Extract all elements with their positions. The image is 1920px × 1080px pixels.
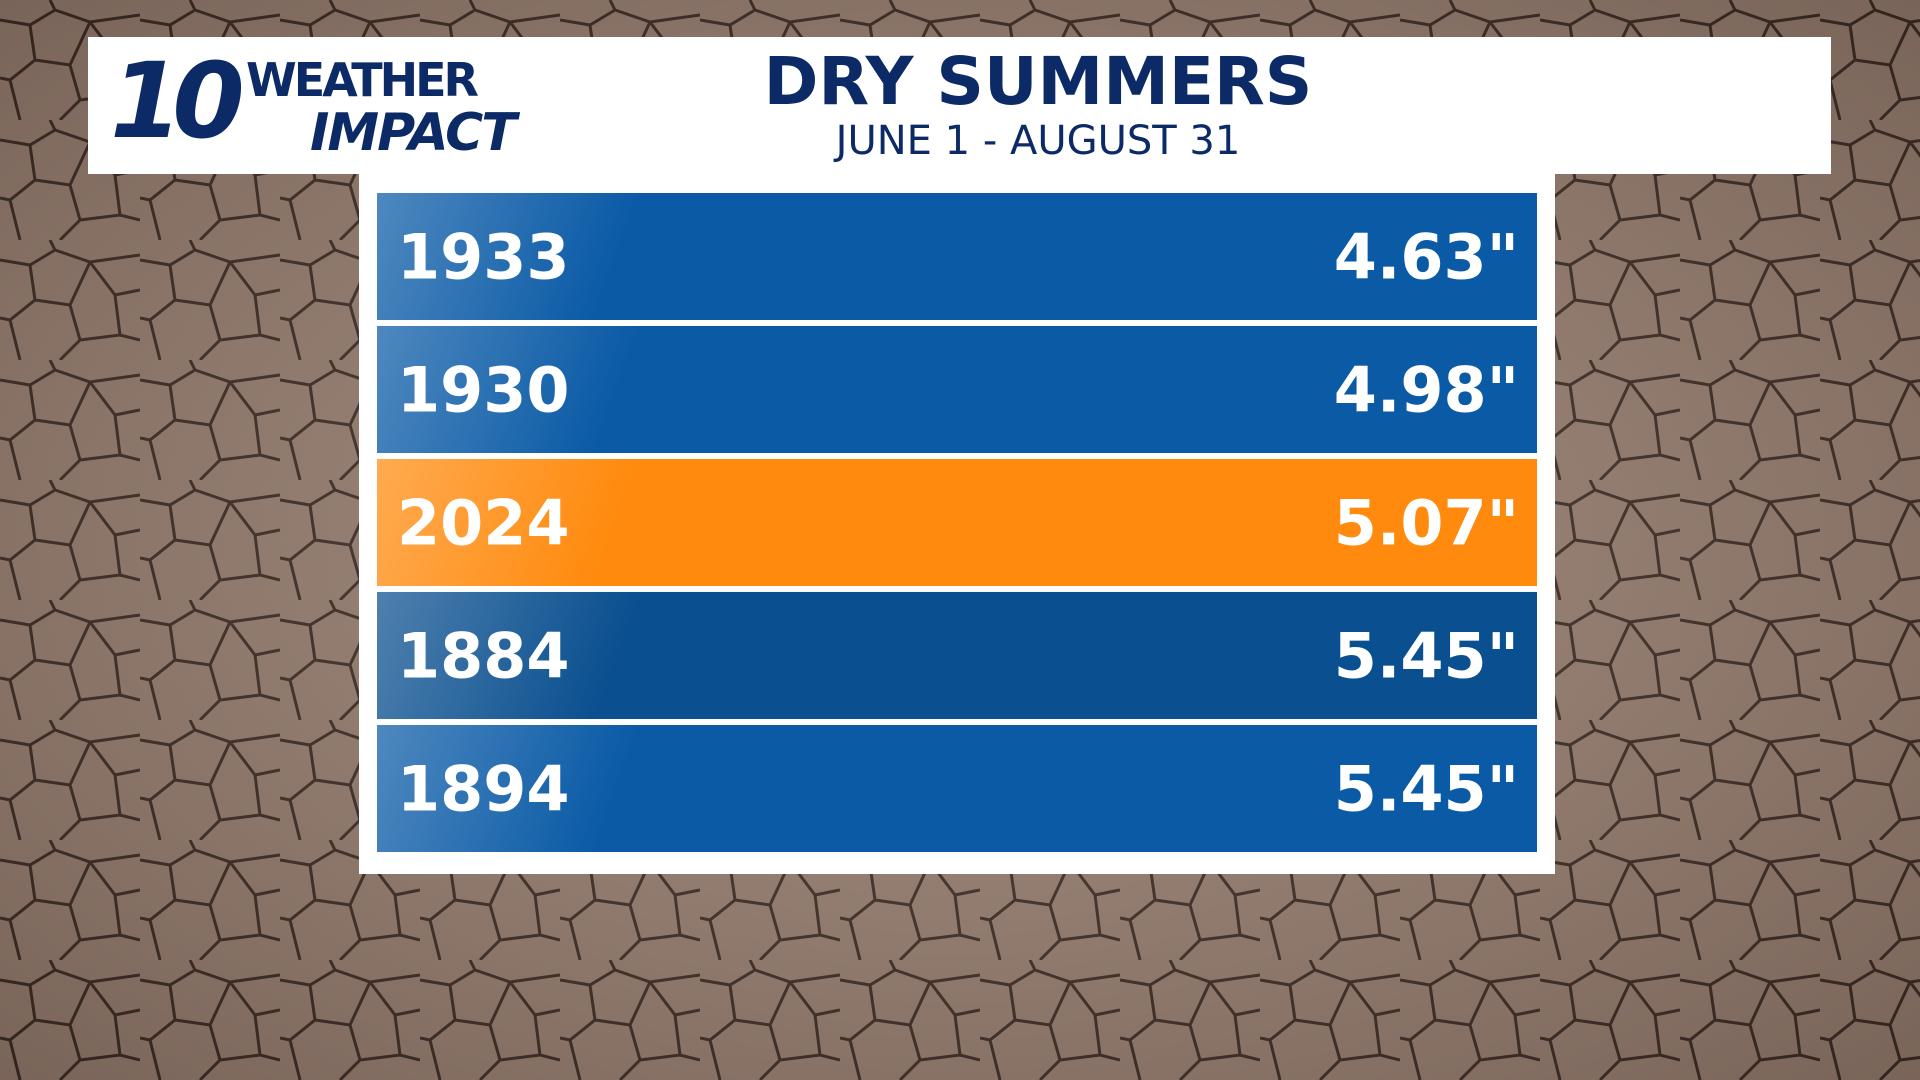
year: 1894 [397,752,570,825]
table-row: 1930 4.98" [377,326,1537,453]
table-panel: 1933 4.63" 1930 4.98" 2024 5.07" 1884 5.45" 1894… [359,174,1555,874]
rainfall: 5.45" [1333,752,1519,825]
rainfall: 5.07" [1333,486,1519,559]
table-row: 2024 5.07" [377,459,1537,586]
logo-text: WEATHER [246,53,479,107]
year: 1933 [397,220,570,293]
table-row: 1884 5.45" [377,592,1537,719]
logo-text: IMPACT [310,103,517,163]
rainfall: 4.63" [1333,220,1519,293]
year: 1930 [397,353,570,426]
table-row: 1933 4.63" [377,193,1537,320]
subtitle: JUNE 1 - AUGUST 31 [835,118,1241,164]
rainfall: 5.45" [1333,619,1519,692]
table-row: 1894 5.45" [377,725,1537,852]
rainfall: 4.98" [1333,353,1519,426]
header-band: 10 WEATHER IMPACT DRY SUMMERS JUNE 1 - A… [88,37,1831,174]
logo-number: 10 [110,40,245,162]
year: 2024 [397,486,570,559]
title: DRY SUMMERS [763,43,1313,120]
year: 1884 [397,619,570,692]
